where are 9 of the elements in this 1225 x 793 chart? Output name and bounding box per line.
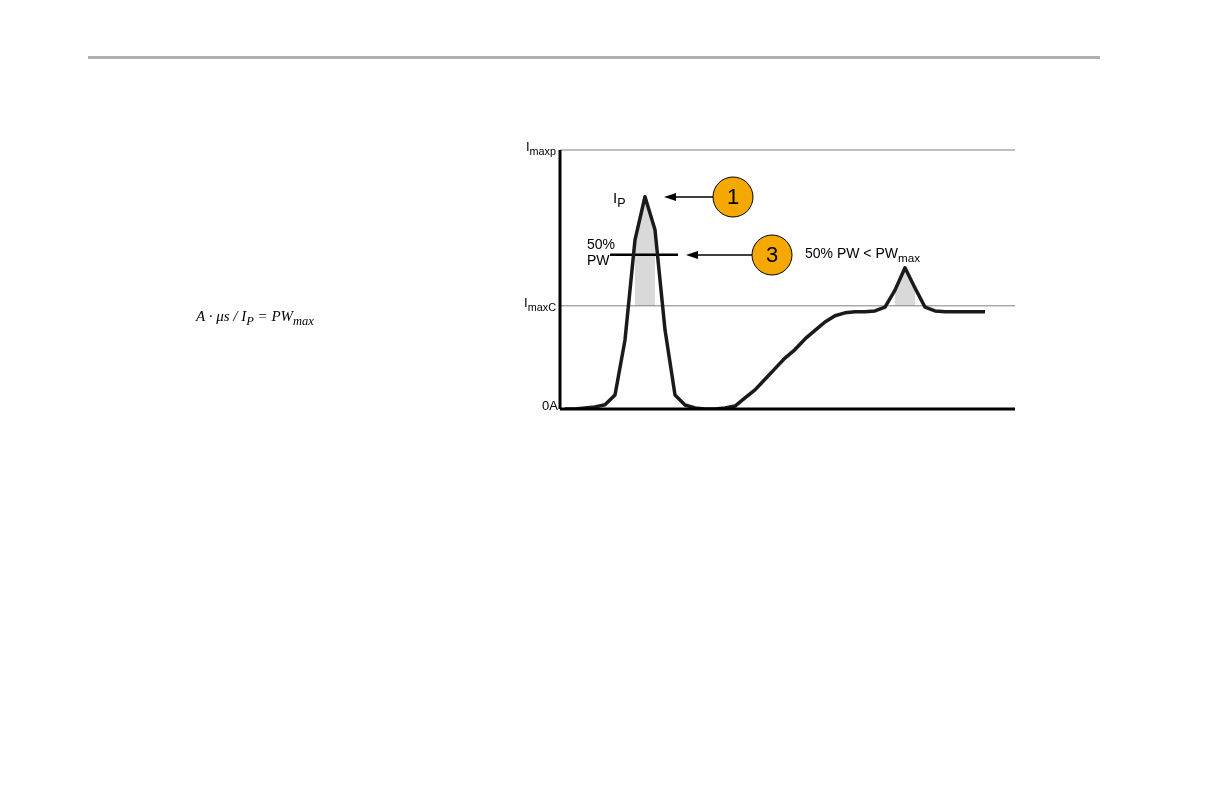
annotation: I$_{P}$ — [613, 188, 626, 211]
annotation: 1 — [725, 184, 741, 210]
annotation: 3 — [764, 242, 780, 268]
ref-line-label: I$_{maxp}$ — [525, 139, 556, 158]
text: A · μs / I$_{P}$ = PW$_{max}$ — [196, 308, 314, 329]
ref-line-label: I$_{maxC}$ — [524, 294, 556, 313]
text: 0A — [542, 398, 558, 414]
annotation: 50% PW < PW$_{max}$ — [805, 245, 920, 265]
ref-line-label: 50% PW — [587, 235, 616, 269]
